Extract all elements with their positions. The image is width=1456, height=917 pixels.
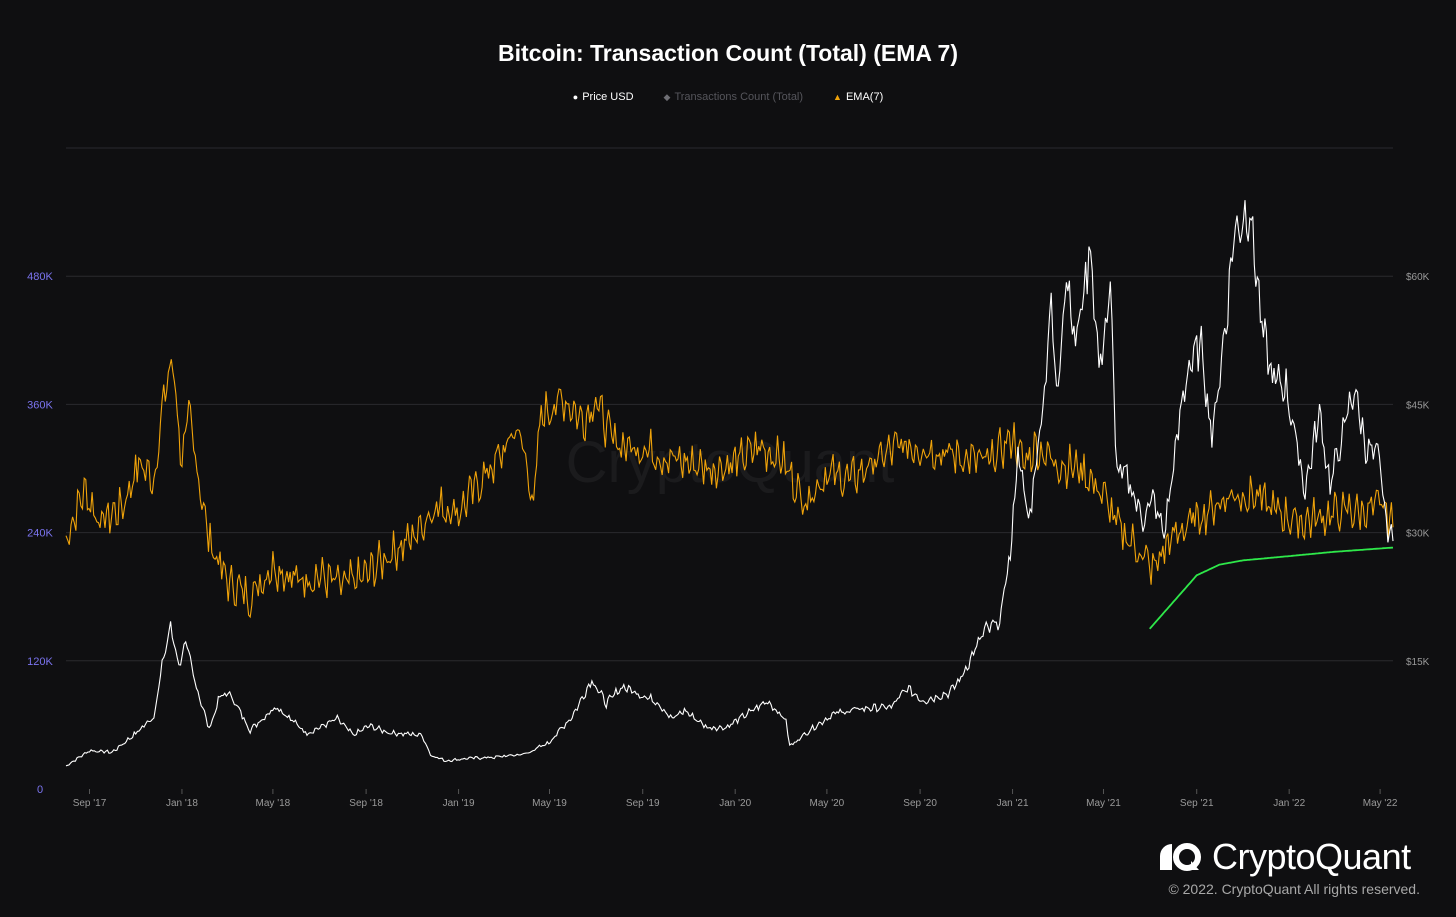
chart-axes: 0 120K 240K 360K 480K $15K $30K $45K $60K Sep '17… bbox=[27, 271, 1430, 809]
legend-label-tx-count: Transactions Count (Total) bbox=[674, 91, 804, 103]
y-left-tick-label: 480K bbox=[27, 271, 53, 283]
y-left-tick-label: 240K bbox=[27, 528, 53, 540]
legend-item-ema[interactable]: ▲ EMA(7) bbox=[833, 91, 883, 103]
y-right-tick-label: $60K bbox=[1406, 272, 1430, 283]
x-tick-label: Jan '21 bbox=[997, 798, 1029, 809]
legend-label-ema: EMA(7) bbox=[845, 91, 884, 103]
copyright-text: © 2022. CryptoQuant All rights reserved. bbox=[1168, 881, 1420, 897]
x-tick-label: Sep '20 bbox=[903, 798, 937, 809]
series-line-trend bbox=[1149, 546, 1394, 630]
x-tick-label: May '22 bbox=[1363, 798, 1398, 809]
x-tick-label: Jan '20 bbox=[719, 798, 751, 809]
x-tick-label: Sep '21 bbox=[1180, 798, 1214, 809]
y-right-tick-label: $45K bbox=[1406, 400, 1430, 411]
x-tick-label: Jan '19 bbox=[443, 798, 475, 809]
x-tick-label: May '20 bbox=[810, 798, 845, 809]
x-tick-label: May '19 bbox=[532, 798, 567, 809]
chart-legend: ● Price USD ◆ Transactions Count (Total)… bbox=[0, 91, 1456, 103]
y-left-tick-label: 360K bbox=[27, 399, 53, 411]
x-tick-label: May '18 bbox=[256, 798, 291, 809]
chart-title: Bitcoin: Transaction Count (Total) (EMA … bbox=[498, 40, 958, 66]
x-tick-label: May '21 bbox=[1086, 798, 1121, 809]
y-left-tick-label: 120K bbox=[27, 656, 53, 668]
y-right-tick-label: $15K bbox=[1406, 657, 1430, 668]
y-right-tick-label: $30K bbox=[1406, 529, 1430, 540]
brand-name: CryptoQuant bbox=[1212, 836, 1411, 877]
cryptoquant-logo-icon bbox=[1160, 843, 1201, 871]
grid-lines bbox=[66, 147, 1393, 662]
triangle-icon: ▲ bbox=[833, 92, 842, 102]
legend-item-price[interactable]: ● Price USD bbox=[573, 91, 634, 103]
x-tick-label: Jan '22 bbox=[1273, 798, 1305, 809]
circle-icon: ● bbox=[572, 92, 579, 102]
series-line-price-usd bbox=[65, 200, 1394, 767]
series-line-ema7 bbox=[65, 359, 1394, 619]
brand-logo: CryptoQuant bbox=[1158, 836, 1411, 878]
y-left-tick-label: 0 bbox=[37, 784, 43, 796]
x-tick-label: Jan '18 bbox=[166, 798, 198, 809]
chart-series bbox=[65, 200, 1394, 767]
legend-item-tx-count[interactable]: ◆ Transactions Count (Total) bbox=[664, 91, 804, 103]
legend-label-price: Price USD bbox=[582, 91, 634, 103]
x-tick-label: Sep '18 bbox=[349, 798, 383, 809]
x-tick-label: Sep '19 bbox=[626, 798, 660, 809]
diamond-icon: ◆ bbox=[663, 91, 671, 102]
x-tick-label: Sep '17 bbox=[73, 798, 107, 809]
